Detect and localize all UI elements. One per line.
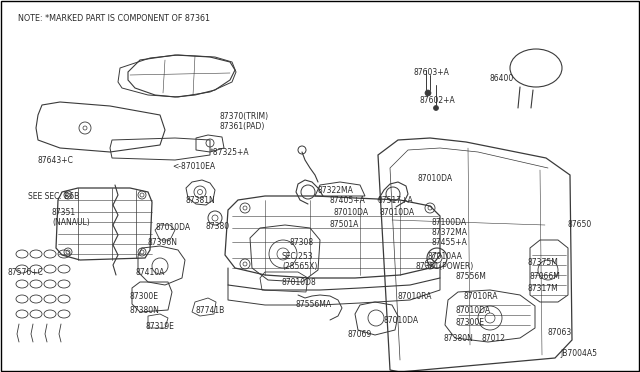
Text: 87361(PAD): 87361(PAD) xyxy=(220,122,266,131)
Text: 87351(POWER): 87351(POWER) xyxy=(416,262,474,271)
Text: 87351: 87351 xyxy=(52,208,76,217)
Text: 87100DA: 87100DA xyxy=(432,218,467,227)
Text: 87455+A: 87455+A xyxy=(432,238,468,247)
Text: 87405+A: 87405+A xyxy=(330,196,366,205)
Text: 87300E: 87300E xyxy=(130,292,159,301)
Text: 87381N: 87381N xyxy=(186,196,216,205)
Text: 87556MA: 87556MA xyxy=(295,300,331,309)
Text: 87010DA: 87010DA xyxy=(155,223,190,232)
Text: 87317M: 87317M xyxy=(528,284,559,293)
Text: 87602+A: 87602+A xyxy=(420,96,456,105)
Text: 87372MA: 87372MA xyxy=(432,228,468,237)
Text: 87501A: 87501A xyxy=(330,220,360,229)
Text: 87380: 87380 xyxy=(205,222,229,231)
Text: (NANAUL): (NANAUL) xyxy=(52,218,90,227)
Text: 87010D8: 87010D8 xyxy=(282,278,317,287)
Text: 87010DA: 87010DA xyxy=(383,316,418,325)
Text: (28565X): (28565X) xyxy=(282,262,317,271)
Text: 86400: 86400 xyxy=(490,74,515,83)
Text: SEE SEC. B6B: SEE SEC. B6B xyxy=(28,192,79,201)
Text: 87066M: 87066M xyxy=(530,272,561,281)
Text: 87556M: 87556M xyxy=(456,272,487,281)
Text: 87380N: 87380N xyxy=(130,306,160,315)
Text: 87063: 87063 xyxy=(547,328,572,337)
Text: 87643+C: 87643+C xyxy=(38,156,74,165)
Text: 87650: 87650 xyxy=(568,220,592,229)
Text: 87410A: 87410A xyxy=(135,268,164,277)
Text: 87741B: 87741B xyxy=(196,306,225,315)
Circle shape xyxy=(425,90,431,96)
Text: 87010DA: 87010DA xyxy=(380,208,415,217)
Text: 87380N: 87380N xyxy=(444,334,474,343)
Text: NOTE: *MARKED PART IS COMPONENT OF 87361: NOTE: *MARKED PART IS COMPONENT OF 87361 xyxy=(18,14,210,23)
Text: 87308: 87308 xyxy=(290,238,314,247)
Text: SEC.253: SEC.253 xyxy=(282,252,314,261)
Text: 87517+A: 87517+A xyxy=(378,196,413,205)
Text: 87396N: 87396N xyxy=(148,238,178,247)
Text: 87010RA: 87010RA xyxy=(398,292,433,301)
Text: 87319E: 87319E xyxy=(146,322,175,331)
Text: JB7004A5: JB7004A5 xyxy=(560,349,597,358)
Text: 87322MA: 87322MA xyxy=(318,186,354,195)
Text: 87576+C: 87576+C xyxy=(8,268,44,277)
Text: 87010RA: 87010RA xyxy=(463,292,497,301)
Text: 87010AA: 87010AA xyxy=(428,252,463,261)
Text: 87603+A: 87603+A xyxy=(414,68,450,77)
Text: 87375M: 87375M xyxy=(528,258,559,267)
Text: 87370(TRIM): 87370(TRIM) xyxy=(220,112,269,121)
Text: *87325+A: *87325+A xyxy=(210,148,250,157)
Text: 87010DA: 87010DA xyxy=(418,174,453,183)
Text: <-87010EA: <-87010EA xyxy=(172,162,215,171)
Text: 87010DA: 87010DA xyxy=(456,306,491,315)
Circle shape xyxy=(433,106,438,110)
Text: 87300E: 87300E xyxy=(456,318,485,327)
Text: 87010DA: 87010DA xyxy=(333,208,368,217)
Text: 87012: 87012 xyxy=(482,334,506,343)
Text: 87069: 87069 xyxy=(348,330,372,339)
